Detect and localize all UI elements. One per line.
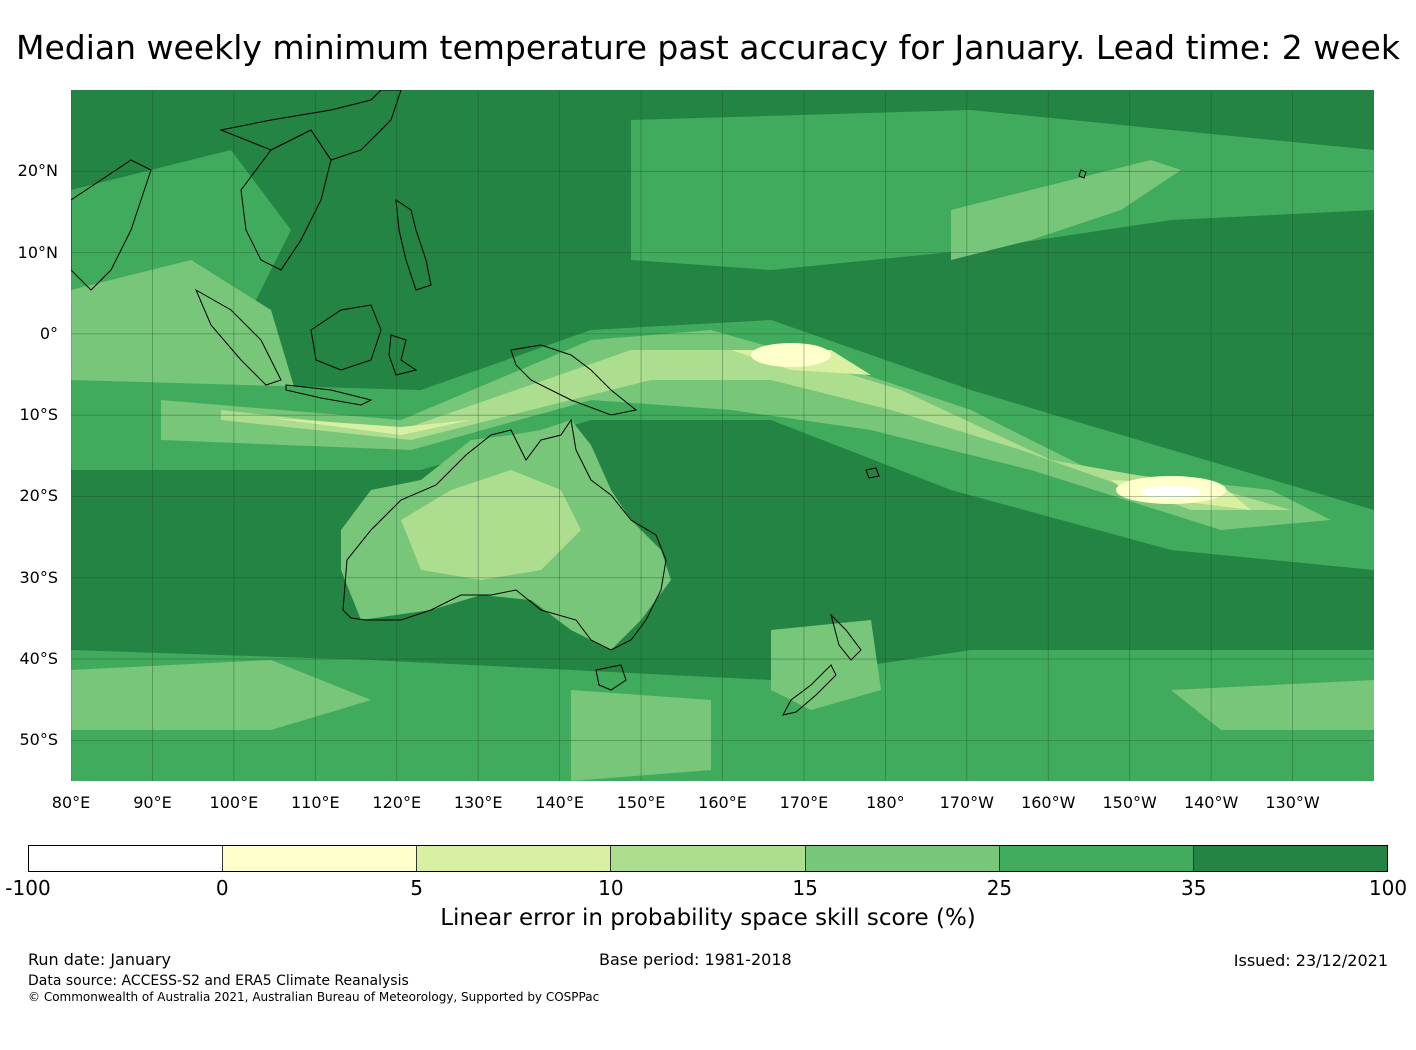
longitude-label: 170°W [939,793,994,812]
colorbar-tick-label: 25 [986,876,1013,900]
longitude-label: 130°E [453,793,503,812]
skill-score-map [71,90,1374,781]
latitude-label: 30°S [19,567,58,587]
longitude-label: 110°E [290,793,340,812]
colorbar-tick-label: 35 [1180,876,1207,900]
issued-date: Issued: 23/12/2021 [1233,951,1388,970]
run-date: Run date: January [28,950,171,969]
coast-india [71,159,152,291]
longitude-label: 180° [866,793,905,812]
longitude-label: 140°W [1183,793,1239,812]
colorbar-segment [29,846,224,871]
longitude-label: 160°E [698,793,747,812]
colorbar-label: Linear error in probability space skill … [440,905,976,931]
region-australia-pale [401,470,581,580]
longitude-label: 150°W [1102,793,1157,812]
longitude-label: 140°E [535,793,584,812]
coastlines [71,90,1087,716]
coast-borneo [310,304,382,371]
graticule [71,90,1374,781]
longitude-label: 170°E [779,793,829,812]
colorbar-segment [223,846,418,871]
latitude-label: 0° [39,323,58,343]
latitude-label: 20°N [17,161,58,181]
chart-title: Median weekly minimum temperature past a… [16,28,1400,67]
coast-new-guinea [510,344,638,416]
colorbar-tick-label: 10 [598,876,624,900]
colorbar [28,845,1388,872]
colorbar-tick-label: 15 [792,876,818,900]
latitude-label: 50°S [19,730,58,750]
colorbar-tick-label: -100 [5,876,51,900]
colorbar-tick-label: 100 [1368,876,1408,900]
coast-china [219,90,402,161]
region-nz-light [771,620,881,710]
coast-new-zealand-north [830,613,862,661]
coast-sulawesi [388,334,418,376]
colorbar-segment [1193,846,1387,871]
copyright: © Commonwealth of Australia 2021, Austra… [28,990,600,1004]
skill-regions [71,110,1374,781]
latitude-label: 10°N [17,242,58,262]
region-north-pacific-light [951,160,1181,260]
region-tropical-band [71,320,1374,570]
region-cream-patch-1 [751,343,831,367]
coast-australia [342,418,667,651]
coast-hawaii [1078,169,1087,179]
coast-tasmania [595,664,627,691]
colorbar-tick-label: 0 [215,876,229,900]
colorbar-segment [999,846,1194,871]
latitude-label: 40°S [19,649,58,669]
longitude-label: 80°E [51,793,91,812]
region-south-mid [71,650,1374,781]
data-source: Data source: ACCESS-S2 and ERA5 Climate … [28,973,409,989]
coast-fiji [865,467,880,479]
region-white-patch [1141,486,1201,498]
region-north-pacific-band [631,110,1374,270]
longitude-label: 150°E [616,793,666,812]
coast-philippines [395,198,432,291]
base-period: Base period: 1981-2018 [599,950,792,969]
map-canvas [71,90,1374,781]
longitude-label: 120°E [372,793,422,812]
longitude-label: 130°W [1265,793,1320,812]
latitude-label: 10°S [19,405,58,425]
longitude-label: 100°E [209,793,259,812]
latitude-label: 20°S [19,486,58,506]
longitude-label: 90°E [133,793,172,812]
colorbar-tick-label: 5 [410,876,423,900]
region-south-light [71,660,1374,781]
colorbar-segment [805,846,1000,871]
coast-java [285,384,373,406]
coast-new-zealand-south [782,664,837,716]
longitude-label: 160°W [1021,793,1076,812]
colorbar-segment [611,846,806,871]
colorbar-segment [417,846,612,871]
coast-sumatra [194,288,282,386]
